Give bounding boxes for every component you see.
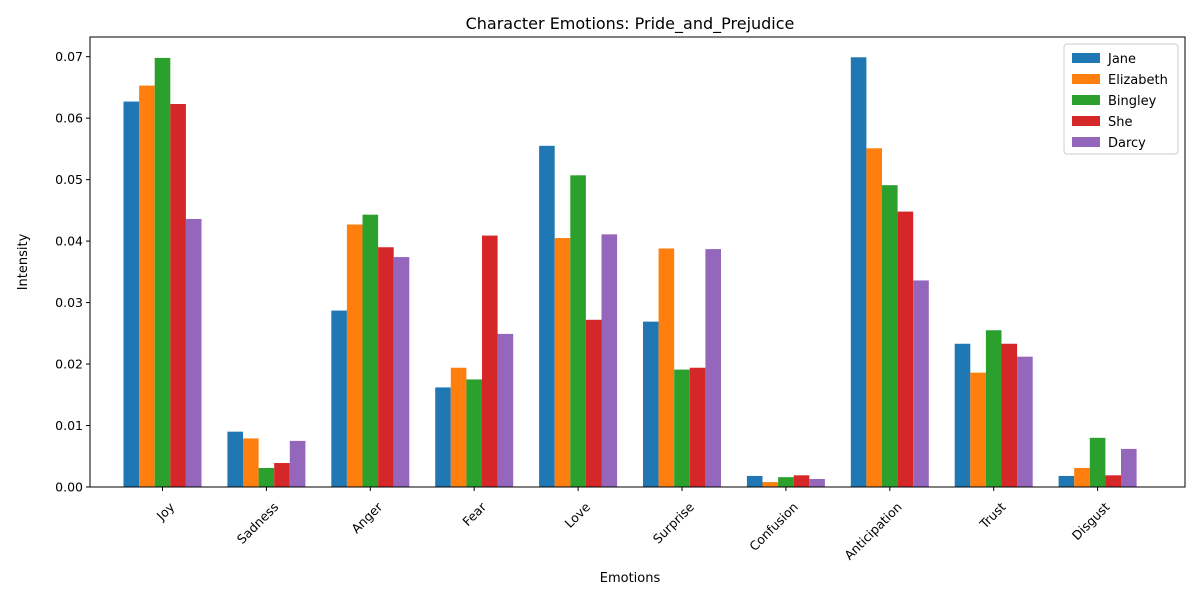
bar-jane-love [539, 145, 555, 487]
bar-elizabeth-anticipation [866, 148, 882, 487]
legend-swatch-jane [1072, 53, 1100, 63]
bar-darcy-fear [497, 333, 514, 487]
bar-darcy-love [601, 234, 618, 487]
legend-label-she: She [1108, 115, 1133, 130]
bar-jane-fear [435, 387, 451, 487]
bar-she-anger [378, 247, 394, 487]
bar-jane-confusion [746, 475, 763, 487]
bar-bingley-joy [154, 57, 171, 488]
bar-jane-sadness [227, 431, 243, 487]
bar-darcy-surprise [705, 249, 721, 487]
bar-bingley-love [570, 175, 586, 487]
y-tick-label: 0.03 [55, 295, 83, 310]
bar-bingley-surprise [674, 369, 690, 487]
bar-she-trust [1001, 343, 1018, 487]
bar-bingley-anger [362, 214, 379, 487]
bar-bingley-disgust [1089, 437, 1106, 487]
y-tick-label: 0.02 [55, 357, 83, 372]
bar-bingley-sadness [258, 467, 275, 487]
bar-she-joy [170, 104, 186, 487]
chart-title: Character Emotions: Pride_and_Prejudice [466, 14, 795, 34]
bar-elizabeth-sadness [243, 438, 259, 487]
bar-darcy-disgust [1121, 448, 1137, 487]
y-tick-label: 0.06 [55, 111, 83, 126]
legend: Jane Elizabeth Bingley She Darcy [1063, 43, 1179, 155]
legend-label-jane: Jane [1107, 52, 1136, 67]
bar-darcy-confusion [809, 479, 825, 487]
x-axis-label: Emotions [600, 571, 661, 586]
bar-she-surprise [689, 367, 706, 487]
bar-bingley-trust [985, 330, 1002, 487]
bar-jane-joy [123, 101, 140, 488]
bar-jane-surprise [643, 321, 659, 487]
bar-darcy-anger [393, 257, 410, 487]
bar-bingley-fear [466, 379, 482, 487]
bar-elizabeth-surprise [658, 248, 675, 487]
bar-jane-disgust [1058, 475, 1075, 487]
plot-frame [89, 36, 1186, 488]
y-tick-label: 0.00 [55, 480, 83, 495]
bar-darcy-anticipation [913, 280, 929, 487]
bar-jane-anticipation [850, 57, 867, 487]
y-tick-label: 0.05 [55, 172, 83, 187]
bar-elizabeth-joy [139, 85, 155, 487]
bar-she-sadness [274, 463, 290, 487]
bar-darcy-trust [1017, 356, 1033, 487]
legend-label-elizabeth: Elizabeth [1108, 73, 1168, 88]
bar-elizabeth-disgust [1074, 467, 1090, 487]
legend-label-bingley: Bingley [1108, 94, 1157, 109]
bar-bingley-confusion [778, 477, 794, 487]
legend-swatch-darcy [1072, 137, 1100, 147]
legend-label-darcy: Darcy [1108, 136, 1146, 151]
bar-she-fear [482, 235, 498, 487]
y-tick-label: 0.07 [55, 49, 83, 64]
bar-she-love [585, 319, 602, 487]
y-axis-label: Intensity [16, 233, 31, 290]
bar-elizabeth-confusion [762, 482, 779, 487]
legend-swatch-she [1072, 116, 1100, 126]
bar-elizabeth-fear [450, 367, 467, 487]
bar-she-confusion [793, 475, 810, 487]
legend-swatch-elizabeth [1072, 74, 1100, 84]
bar-elizabeth-anger [346, 224, 363, 487]
bar-elizabeth-trust [970, 372, 986, 487]
bar-darcy-sadness [289, 440, 306, 487]
bar-elizabeth-love [554, 238, 571, 487]
bar-jane-anger [331, 310, 347, 487]
legend-box [1063, 43, 1179, 155]
y-tick-label: 0.01 [55, 418, 83, 433]
bar-she-disgust [1105, 475, 1121, 487]
legend-swatch-bingley [1072, 95, 1100, 105]
bars-group [123, 57, 1137, 488]
bar-darcy-joy [185, 218, 202, 487]
bar-jane-trust [954, 343, 971, 487]
bar-bingley-anticipation [882, 185, 898, 487]
bar-she-anticipation [897, 211, 914, 487]
y-tick-label: 0.04 [55, 234, 83, 249]
